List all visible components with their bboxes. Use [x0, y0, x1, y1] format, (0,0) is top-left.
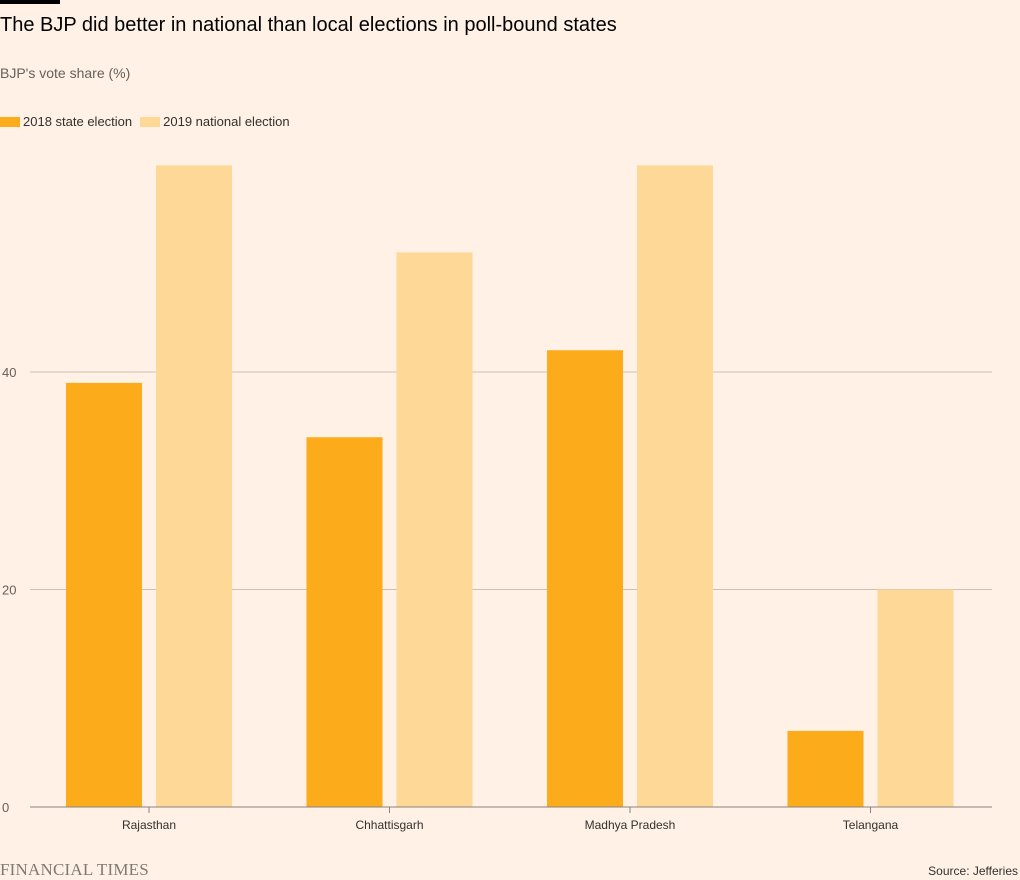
x-tick-label-0: Rajasthan: [122, 818, 176, 832]
y-tick-label-0: 0: [2, 800, 9, 815]
legend-item-2019: 2019 national election: [140, 114, 290, 129]
top-accent-bar: [0, 0, 60, 4]
bar-rajasthan-2019: [156, 165, 232, 807]
y-tick-label-40: 40: [2, 365, 16, 380]
legend-label-2018: 2018 state election: [23, 114, 133, 129]
x-tick-label-2: Madhya Pradesh: [585, 818, 676, 832]
legend-label-2019: 2019 national election: [163, 114, 290, 129]
chart-title: The BJP did better in national than loca…: [0, 14, 617, 36]
bar-telangana-2019: [877, 589, 954, 807]
bar-rajasthan-2018: [66, 382, 142, 807]
x-tick-label-3: Telangana: [843, 818, 899, 832]
legend-swatch-2019: [140, 116, 161, 127]
y-tick-label-20: 20: [2, 583, 16, 598]
legend: 2018 state election 2019 national electi…: [0, 114, 298, 129]
bar-chhattisgarh-2019: [396, 252, 473, 807]
ft-logo-text: FINANCIAL TIMES: [0, 860, 149, 879]
bar-madhya-pradesh-2018: [547, 350, 623, 807]
legend-swatch-2018: [0, 116, 20, 127]
source-note: Source: Jefferies: [928, 864, 1018, 878]
chart-subtitle: BJP's vote share (%): [0, 65, 131, 81]
bar-telangana-2018: [787, 730, 864, 807]
legend-item-2018: 2018 state election: [0, 114, 132, 129]
bar-madhya-pradesh-2019: [637, 165, 713, 807]
x-tick-label-1: Chhattisgarh: [355, 818, 423, 832]
bar-chhattisgarh-2018: [306, 437, 383, 807]
bar-chart: 0 20 40 Rajasthan Chhattisgarh Madhya Pradesh…: [2, 165, 992, 832]
